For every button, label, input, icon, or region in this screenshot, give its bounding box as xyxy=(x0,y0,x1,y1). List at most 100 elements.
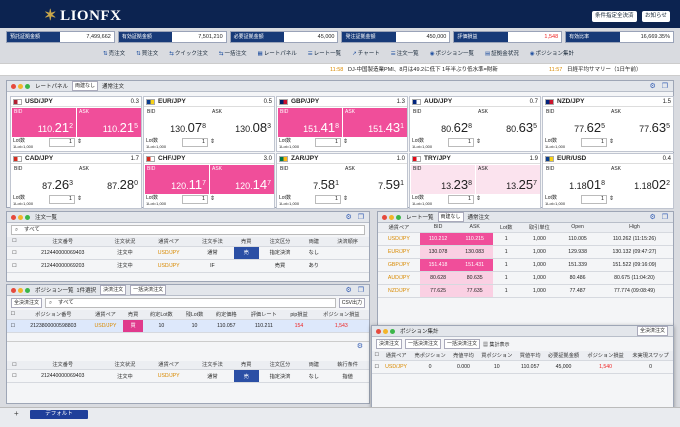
rate-card-gbpjpy[interactable]: GBP/JPY 1.3 BID 151.418 ASK 151.431 Lot数 1Lo… xyxy=(276,96,408,152)
bulk-sell-select[interactable]: 一括決済注文 xyxy=(405,339,442,349)
minimize-icon[interactable] xyxy=(18,83,23,89)
lot-input[interactable]: 1 xyxy=(448,138,474,147)
bid-button[interactable]: BID 130.078 xyxy=(147,109,206,135)
column-header[interactable]: 通貨ペア xyxy=(146,237,192,247)
column-header[interactable]: 両建 xyxy=(301,237,327,247)
toolbar-bulk-order[interactable]: ⇆一括注文 xyxy=(218,51,247,57)
table-row[interactable]: EUR/JPY 130.078 130.083 1 1,000 129.938 130.13… xyxy=(378,245,673,259)
column-header[interactable]: 買ポジション xyxy=(477,351,517,361)
select-all-checkbox[interactable]: ☐ xyxy=(7,360,22,370)
lot-stepper-icon[interactable]: ⇕ xyxy=(77,139,83,145)
maximize-icon[interactable] xyxy=(25,83,30,89)
lot-stepper-icon[interactable]: ⇕ xyxy=(343,139,349,145)
column-header[interactable]: 通貨ペア xyxy=(381,351,411,361)
order-mode[interactable]: 通常注文 xyxy=(102,84,125,90)
column-header[interactable]: 評価レート xyxy=(243,310,285,320)
lot-stepper-icon[interactable]: ⇕ xyxy=(609,139,615,145)
lot-input[interactable]: 1 xyxy=(182,138,208,147)
table-row[interactable]: USD/JPY 110.212 110.215 1 1,000 110.005 110.26… xyxy=(378,232,673,246)
bid-button[interactable]: BID 77.625 xyxy=(546,109,605,135)
maximize-icon[interactable] xyxy=(25,287,30,293)
csv-export-button[interactable]: CSV出力 xyxy=(338,298,365,308)
ask-button[interactable]: ASK 120.147 xyxy=(210,165,274,194)
column-header[interactable]: ポジション損益 xyxy=(313,310,369,320)
bid-button[interactable]: BID 87.263 xyxy=(14,166,73,192)
rate-card-eurjpy[interactable]: EUR/JPY 0.5 BID 130.078 ASK 130.083 Lot数 1Lo… xyxy=(143,96,275,152)
row-checkbox[interactable]: ☐ xyxy=(7,319,19,333)
lot-input[interactable]: 1 xyxy=(49,138,75,147)
tab-default[interactable]: デフォルト xyxy=(30,410,88,419)
column-header[interactable]: 執行条件 xyxy=(326,360,369,370)
column-header[interactable]: ポジション損益 xyxy=(583,351,629,361)
copy-icon[interactable]: ❐ xyxy=(661,214,668,221)
table-row[interactable]: AUD/JPY 80.628 80.635 1 1,000 80.486 80.675 (1… xyxy=(378,271,673,285)
column-header[interactable]: 注文番号 xyxy=(21,237,104,247)
table-row[interactable]: GBP/JPY 151.418 151.431 1 1,000 151.339 151.52… xyxy=(378,258,673,272)
settings-icon[interactable]: ⚙ xyxy=(345,214,352,221)
news-ticker[interactable]: 11:58 DJ-中国製造業PMI、8月は49.2に低下 1年半ぶり低水準=財新… xyxy=(0,63,680,76)
select-all-checkbox[interactable]: ☐ xyxy=(372,351,382,361)
toolbar-position-list[interactable]: ◉ポジション一覧 xyxy=(429,51,475,57)
column-header[interactable]: 注文状況 xyxy=(103,360,147,370)
ask-button[interactable]: ASK 77.635 xyxy=(611,109,670,135)
copy-icon[interactable]: ❐ xyxy=(661,83,668,90)
copy-icon[interactable]: ❐ xyxy=(357,214,364,221)
order-search-input[interactable]: ⌕ すべて xyxy=(11,225,365,235)
toolbar-chart[interactable]: ↗チャート xyxy=(352,51,380,57)
lot-input[interactable]: 1 xyxy=(315,195,341,204)
minimize-icon[interactable] xyxy=(383,328,388,334)
column-header[interactable]: 注文手法 xyxy=(191,237,234,247)
settle-all-button[interactable]: 全決済注文 xyxy=(11,298,43,308)
column-header[interactable]: 売値平均 xyxy=(449,351,478,361)
bulk-settle-button[interactable]: 条件指定全決済 xyxy=(592,11,637,22)
maximize-icon[interactable] xyxy=(396,214,401,220)
row-checkbox[interactable]: ☐ xyxy=(7,369,22,383)
bulk-settle-select[interactable]: 一括決済注文 xyxy=(130,285,167,295)
settings-icon[interactable]: ⚙ xyxy=(356,342,363,350)
lot-input[interactable]: 1 xyxy=(448,195,474,204)
row-checkbox[interactable]: ☐ xyxy=(372,360,382,374)
column-header[interactable]: 売ポジション xyxy=(410,351,450,361)
column-header[interactable]: 未実現スワップ xyxy=(628,351,673,361)
toolbar-margin-status[interactable]: ▤証拠金状況 xyxy=(485,51,519,57)
rate-card-chfjpy[interactable]: CHF/JPY 3.0 BID 120.117 ASK 120.147 Lot数 1Lo… xyxy=(143,153,275,209)
column-header[interactable]: 約定価格 xyxy=(209,310,244,320)
column-header[interactable]: ASK xyxy=(456,223,493,233)
column-header[interactable]: 両建 xyxy=(301,360,327,370)
maximize-icon[interactable] xyxy=(25,214,30,220)
select-all-checkbox[interactable]: ☐ xyxy=(7,237,22,247)
close-icon[interactable] xyxy=(376,328,381,334)
rate-card-zarjpy[interactable]: ZAR/JPY 1.0 BID 7.581 ASK 7.591 Lot数 1Lot=1,… xyxy=(276,153,408,209)
table-row[interactable]: ☐ 212440000069403 注文中 USD/JPY 通常売指定決済 なし xyxy=(7,246,369,260)
rate-card-usdjpy[interactable]: USD/JPY 0.3 BID 110.212 ASK 110.215 Lot数 1Lo… xyxy=(10,96,142,152)
bid-button[interactable]: BID 13.238 xyxy=(411,165,475,194)
minimize-icon[interactable] xyxy=(18,287,23,293)
column-header[interactable]: 取引単位 xyxy=(519,223,560,233)
lot-input[interactable]: 1 xyxy=(182,195,208,204)
lot-stepper-icon[interactable]: ⇕ xyxy=(343,196,349,202)
ask-button[interactable]: ASK 151.431 xyxy=(343,108,407,137)
bid-button[interactable]: BID 80.628 xyxy=(413,109,472,135)
table-row[interactable]: ☐ 2123800000598803 USD/JPY 買 10 10 110.057 110.… xyxy=(7,319,369,333)
minimize-icon[interactable] xyxy=(18,214,23,220)
ask-button[interactable]: ASK 110.215 xyxy=(77,108,141,137)
select-all-checkbox[interactable]: ☐ xyxy=(7,310,19,320)
column-header[interactable]: 買値平均 xyxy=(516,351,544,361)
lot-stepper-icon[interactable]: ⇕ xyxy=(609,196,615,202)
column-header[interactable]: 通貨ペア xyxy=(378,223,420,233)
ask-button[interactable]: ASK 130.083 xyxy=(212,109,271,135)
table-row[interactable]: NZD/JPY 77.625 77.635 1 1,000 77.487 77.774 (0… xyxy=(378,284,673,298)
rate-card-cadjpy[interactable]: CAD/JPY 1.7 BID 87.263 ASK 87.280 Lot数 1Lot=… xyxy=(10,153,142,209)
maximize-icon[interactable] xyxy=(390,328,395,334)
table-row[interactable]: ☐ USD/JPY 0 0.000 10 110.057 45,000 1,540 0 xyxy=(372,360,673,374)
bid-button[interactable]: BID 151.418 xyxy=(278,108,342,137)
toolbar-sell-order[interactable]: ⇅売注文 xyxy=(103,51,126,57)
bid-button[interactable]: BID 7.581 xyxy=(280,166,339,192)
column-header[interactable]: 売買 xyxy=(233,360,259,370)
lot-stepper-icon[interactable]: ⇕ xyxy=(476,196,482,202)
lot-input[interactable]: 1 xyxy=(581,195,607,204)
column-header[interactable]: 通貨ペア xyxy=(146,360,192,370)
column-header[interactable]: BID xyxy=(419,223,457,233)
column-header[interactable]: 売買 xyxy=(233,237,259,247)
hedge-toggle[interactable]: 両建なし xyxy=(437,212,464,222)
